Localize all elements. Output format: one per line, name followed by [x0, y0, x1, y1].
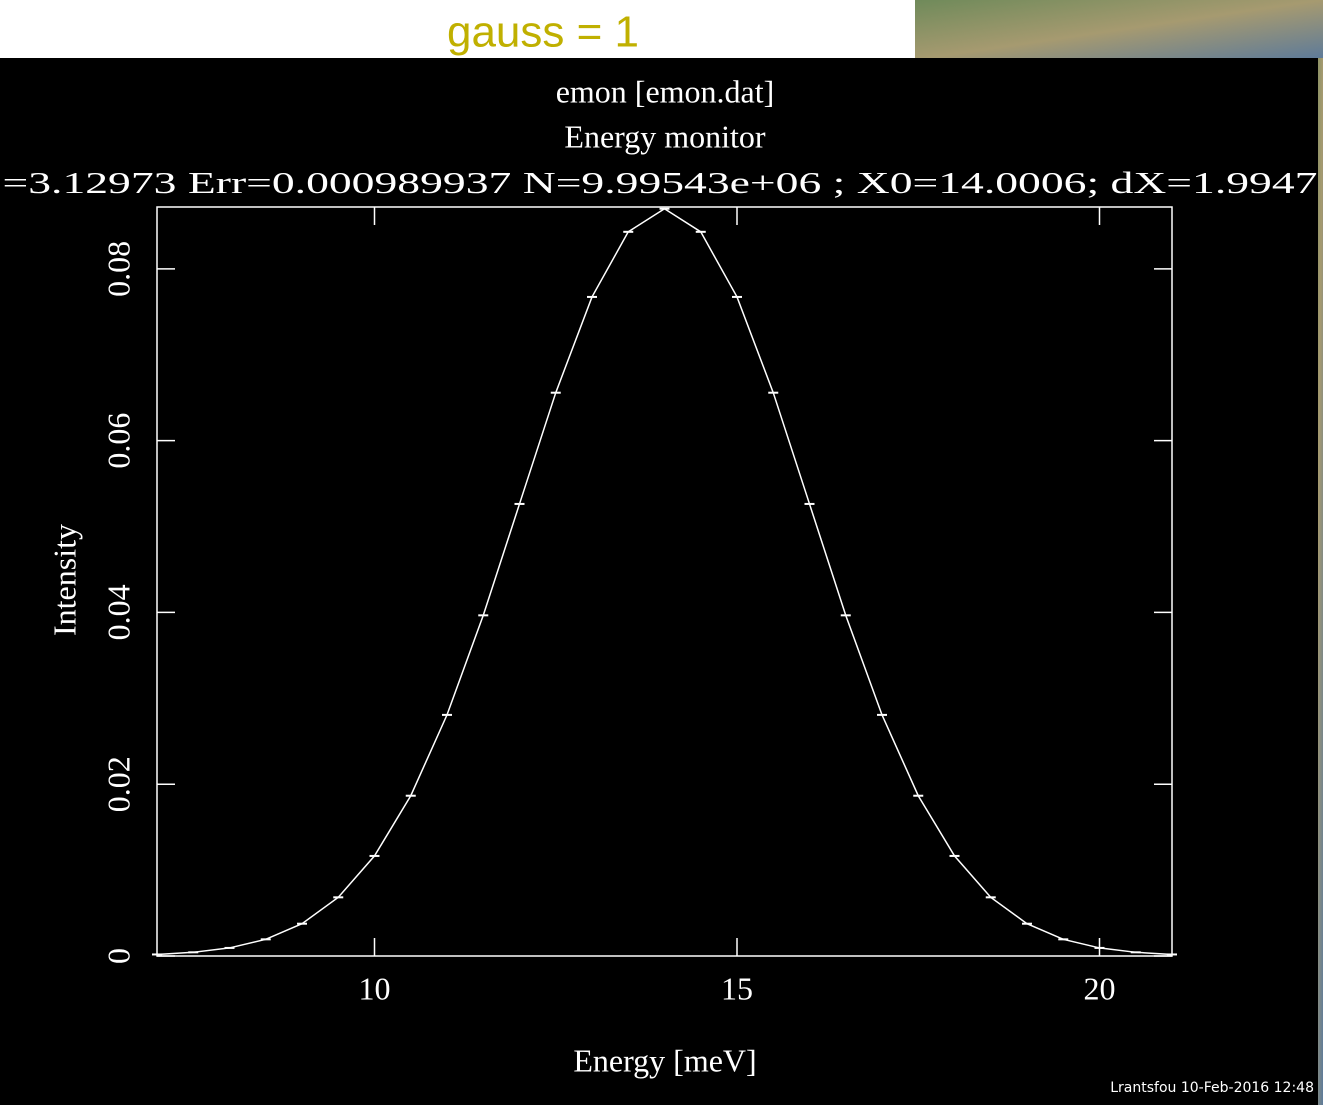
- y-tick-label: 0.08: [100, 241, 136, 297]
- x-tick-label: 15: [721, 970, 753, 1006]
- photo-strip: [915, 0, 1323, 60]
- y-tick-label: 0: [100, 948, 136, 964]
- footer: Lrantsfou 10-Feb-2016 12:48: [1110, 1080, 1314, 1096]
- slide-heading: gauss = 1: [447, 8, 639, 57]
- stats: =3.12973 Err=0.000989937 N=9.99543e+06 ;…: [3, 165, 1318, 200]
- plot-frame: [156, 206, 1173, 957]
- panel-background: [0, 58, 1318, 1105]
- y-axis-label: Intensity: [46, 524, 82, 636]
- x-tick-label: 20: [1084, 970, 1116, 1006]
- y-tick-label: 0.06: [100, 413, 136, 469]
- x-axis-label: Energy [meV]: [573, 1042, 756, 1078]
- chart-title: emon [emon.dat]: [556, 73, 775, 109]
- x-tick-label: 10: [359, 970, 391, 1006]
- chart-subtitle: Energy monitor: [564, 118, 766, 154]
- y-tick-label: 0.04: [100, 584, 136, 640]
- plot: emon [emon.dat] Energy monitor =3.12973 …: [3, 73, 1318, 1096]
- y-tick-label: 0.02: [100, 756, 136, 812]
- plot-panel: emon [emon.dat] Energy monitor =3.12973 …: [0, 58, 1318, 1105]
